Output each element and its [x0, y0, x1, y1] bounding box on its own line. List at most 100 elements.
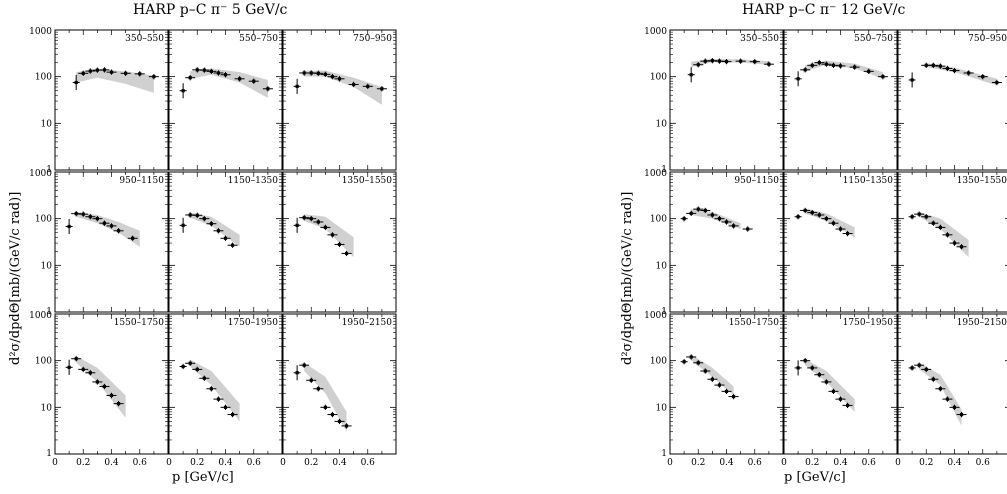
data-point	[192, 212, 203, 218]
data-point	[794, 71, 802, 87]
y-axis-label-left: d²σ/dpdΘ[mb/(GeV/c rad)]	[8, 191, 23, 365]
data-marker	[931, 221, 935, 225]
data-marker	[316, 387, 320, 391]
data-point	[835, 396, 846, 402]
x-tick-label: 0.2	[76, 458, 90, 468]
x-tick-label: 0.2	[304, 458, 318, 468]
data-point	[320, 404, 331, 410]
data-marker	[838, 397, 843, 401]
y-tick-label: 100	[650, 73, 667, 83]
data-point	[921, 214, 932, 220]
data-marker	[867, 69, 871, 73]
data-marker	[952, 241, 957, 245]
data-point	[78, 70, 89, 76]
data-point	[814, 372, 825, 378]
x-tick-label: 0.6	[361, 458, 376, 468]
data-point	[120, 70, 131, 76]
data-point	[942, 396, 953, 402]
data-marker	[67, 365, 71, 369]
data-marker	[302, 71, 306, 75]
data-marker	[703, 59, 707, 63]
data-point	[849, 64, 860, 70]
figure-title-right: HARP p–C π⁻ 12 GeV/c	[742, 2, 906, 18]
panel-frame	[168, 171, 283, 313]
data-point	[721, 219, 732, 225]
data-point	[179, 217, 187, 233]
data-marker	[74, 357, 78, 361]
data-marker	[689, 355, 693, 359]
data-marker	[810, 210, 814, 215]
data-marker	[309, 217, 313, 221]
data-marker	[945, 397, 950, 401]
data-marker	[95, 68, 99, 72]
data-point	[179, 363, 187, 370]
data-point	[213, 396, 224, 402]
data-marker	[831, 389, 836, 393]
y-tick-label: 100	[650, 215, 667, 225]
data-point	[248, 78, 259, 84]
data-point	[794, 214, 802, 220]
y-tick-label: 1000	[29, 27, 52, 37]
angle-bin-label: 350–550	[125, 34, 164, 44]
data-point	[680, 359, 688, 365]
data-point	[942, 232, 953, 238]
angle-bin-label: 1350–1550	[342, 176, 393, 186]
data-point	[928, 220, 939, 226]
data-point	[935, 63, 946, 69]
data-marker	[202, 68, 206, 72]
data-point	[877, 74, 888, 80]
data-marker	[181, 223, 185, 227]
data-point	[92, 216, 103, 222]
data-marker	[316, 220, 320, 224]
angle-bin-label: 750–950	[353, 34, 392, 44]
data-point	[127, 235, 138, 241]
data-marker	[967, 71, 971, 75]
data-point	[807, 209, 818, 216]
data-point	[956, 244, 967, 250]
data-marker	[981, 75, 985, 79]
x-tick-label: 0.4	[833, 458, 848, 468]
model-band	[76, 211, 140, 247]
data-point	[693, 206, 704, 212]
data-point	[227, 411, 238, 418]
data-point	[85, 370, 96, 376]
data-marker	[767, 62, 771, 66]
data-marker	[202, 217, 206, 221]
data-marker	[724, 60, 729, 64]
y-tick-label: 1	[46, 307, 52, 317]
data-marker	[838, 64, 843, 68]
angle-bin-label: 1950–2150	[342, 318, 393, 328]
angle-bin-label: 750–950	[968, 34, 1007, 44]
y-tick-label: 10	[41, 261, 53, 271]
data-point	[113, 228, 124, 234]
x-tick-label: 0	[52, 458, 58, 468]
model-band	[304, 214, 354, 258]
data-point	[306, 216, 317, 222]
data-point	[814, 59, 825, 66]
data-marker	[945, 233, 950, 237]
data-marker	[95, 380, 99, 384]
x-tick-label: 0.6	[748, 458, 763, 468]
data-point	[293, 78, 301, 94]
data-marker	[703, 208, 707, 213]
angle-bin-label: 950–1150	[734, 176, 779, 186]
data-marker	[323, 225, 327, 229]
y-tick-label: 1	[46, 165, 52, 175]
panel-frame	[282, 313, 397, 455]
y-tick-label: 100	[35, 73, 52, 83]
x-tick-label: 0	[166, 458, 172, 468]
data-point	[106, 69, 117, 75]
model-band	[76, 356, 126, 418]
data-marker	[195, 213, 199, 217]
data-point	[721, 58, 732, 65]
data-marker	[824, 380, 828, 384]
data-marker	[330, 412, 335, 417]
data-marker	[74, 80, 78, 85]
data-marker	[917, 212, 921, 216]
data-point	[206, 386, 217, 392]
data-marker	[931, 377, 935, 381]
x-tick-label: 0	[667, 458, 673, 468]
data-marker	[88, 69, 92, 73]
data-marker	[366, 84, 370, 88]
data-point	[313, 219, 324, 225]
